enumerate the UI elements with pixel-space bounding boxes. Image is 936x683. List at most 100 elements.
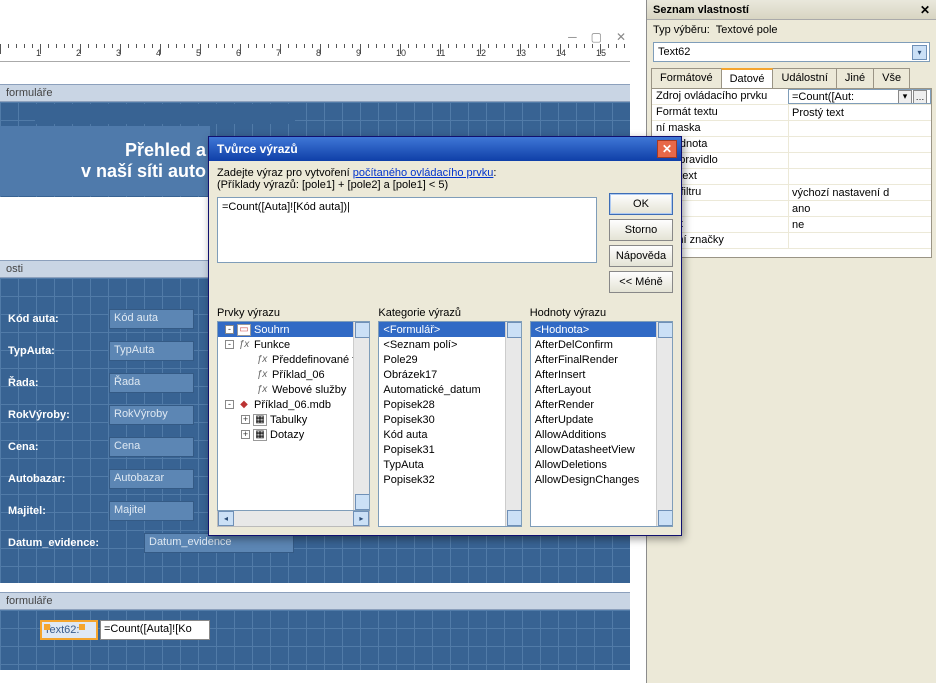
prop-value[interactable]: výchozí nastavení d <box>788 185 931 200</box>
property-row[interactable]: vací text <box>652 169 931 185</box>
property-row[interactable]: upnitano <box>652 201 931 217</box>
list-item[interactable]: Popisek32 <box>379 472 520 487</box>
less-button[interactable]: << Méně <box>609 271 673 293</box>
minimize-icon[interactable]: ─ <box>568 30 577 44</box>
prop-value[interactable]: ne <box>788 217 931 232</box>
list-item[interactable]: AllowDeletions <box>531 457 672 472</box>
selected-textbox-label[interactable]: Text62: <box>40 620 98 640</box>
function-icon: ƒx <box>237 339 251 351</box>
list-item[interactable]: TypAuta <box>379 457 520 472</box>
close-icon[interactable]: ✕ <box>616 30 626 44</box>
close-icon[interactable]: ✕ <box>920 3 930 17</box>
expression-textarea[interactable]: =Count([Auta]![Kód auta])| <box>217 197 597 263</box>
prop-value[interactable]: Prostý text <box>788 105 931 120</box>
list-item[interactable]: AllowDesignChanges <box>531 472 672 487</box>
values-list[interactable]: <Hodnota>AfterDelConfirmAfterFinalRender… <box>530 321 673 527</box>
help-button[interactable]: Nápověda <box>609 245 673 267</box>
property-grid[interactable]: Zdroj ovládacího prvku=Count([Aut:▾…Form… <box>651 88 932 258</box>
h-scrollbar[interactable]: ◂▸ <box>217 511 370 527</box>
prop-value[interactable] <box>788 121 931 136</box>
builder-icon[interactable]: … <box>913 90 927 104</box>
list-item[interactable]: AfterUpdate <box>531 412 672 427</box>
field-textbox[interactable]: RokVýroby <box>109 405 194 425</box>
list-item[interactable]: AfterInsert <box>531 367 672 382</box>
list-item[interactable]: <Seznam polí> <box>379 337 520 352</box>
field-textbox[interactable]: Autobazar <box>109 469 194 489</box>
tree-node[interactable]: -▭Souhrn <box>218 322 369 337</box>
form-footer-area[interactable]: Text62: =Count([Auta]![Ko <box>0 610 630 670</box>
list-item[interactable]: Kód auta <box>379 427 520 442</box>
restore-icon[interactable]: ▢ <box>591 30 602 44</box>
property-row[interactable]: vací pravidlo <box>652 153 931 169</box>
tab-událostní[interactable]: Událostní <box>772 68 836 88</box>
list-item[interactable]: AfterFinalRender <box>531 352 672 367</box>
list-item[interactable]: AllowDatasheetView <box>531 442 672 457</box>
tree-node[interactable]: ƒxPředdefinované fun <box>218 352 369 367</box>
tab-formátové[interactable]: Formátové <box>651 68 722 88</box>
ok-button[interactable]: OK <box>609 193 673 215</box>
object-selector[interactable]: Text62 ▾ <box>653 42 930 62</box>
list-item[interactable]: Pole29 <box>379 352 520 367</box>
list-item[interactable]: AfterLayout <box>531 382 672 397</box>
tree-node[interactable]: ƒxPříklad_06 <box>218 367 369 382</box>
calc-control-link[interactable]: počítaného ovládacího prvku <box>353 167 494 179</box>
list-item[interactable]: Automatické_datum <box>379 382 520 397</box>
property-row[interactable]: dání filtruvýchozí nastavení d <box>652 185 931 201</box>
list-item[interactable]: AllowAdditions <box>531 427 672 442</box>
tree-node[interactable]: -◆Příklad_06.mdb <box>218 397 369 412</box>
categories-list[interactable]: <Formulář><Seznam polí>Pole29Obrázek17Au… <box>378 321 521 527</box>
prop-value[interactable] <box>788 169 931 184</box>
tab-datové[interactable]: Datové <box>721 68 774 88</box>
tree-node[interactable]: +▦Tabulky <box>218 412 369 427</box>
scrollbar[interactable] <box>353 322 369 510</box>
list-item[interactable]: Popisek30 <box>379 412 520 427</box>
field-textbox[interactable]: Cena <box>109 437 194 457</box>
count-textbox[interactable]: =Count([Auta]![Ko <box>100 620 210 640</box>
scrollbar[interactable] <box>656 322 672 526</box>
expand-icon[interactable]: + <box>241 430 250 439</box>
elements-tree[interactable]: -▭Souhrn-ƒxFunkceƒxPředdefinované funƒxP… <box>217 321 370 511</box>
prop-value[interactable] <box>788 233 931 248</box>
section-form-footer[interactable]: formuláře <box>0 592 630 610</box>
section-form-header[interactable]: formuláře <box>0 84 630 102</box>
tree-node[interactable]: +▦Dotazy <box>218 427 369 442</box>
chevron-down-icon[interactable]: ▾ <box>912 45 927 60</box>
expression-builder-dialog: Tvůrce výrazů ✕ Zadejte výraz pro vytvoř… <box>208 136 682 536</box>
field-textbox[interactable]: Majitel <box>109 501 194 521</box>
property-row[interactable]: Formát textuProstý text <box>652 105 931 121</box>
list-item[interactable]: AfterDelConfirm <box>531 337 672 352</box>
field-textbox[interactable]: TypAuta <box>109 341 194 361</box>
expand-icon[interactable]: - <box>225 400 234 409</box>
tree-node[interactable]: -ƒxFunkce <box>218 337 369 352</box>
prop-value[interactable]: ano <box>788 201 931 216</box>
list-item[interactable]: <Formulář> <box>379 322 520 337</box>
list-item[interactable]: Obrázek17 <box>379 367 520 382</box>
tab-jiné[interactable]: Jiné <box>836 68 874 88</box>
list-item[interactable]: Popisek31 <box>379 442 520 457</box>
cancel-button[interactable]: Storno <box>609 219 673 241</box>
tab-vše[interactable]: Vše <box>873 68 910 88</box>
prop-value[interactable] <box>788 137 931 152</box>
prop-value[interactable]: =Count([Aut:▾… <box>788 89 931 104</box>
chevron-down-icon[interactable]: ▾ <box>898 90 912 104</box>
close-icon[interactable]: ✕ <box>657 140 677 158</box>
list-item[interactable]: AfterRender <box>531 397 672 412</box>
property-row[interactable]: knoutne <box>652 217 931 233</box>
list-item[interactable]: <Hodnota> <box>531 322 672 337</box>
field-textbox[interactable]: Řada <box>109 373 194 393</box>
field-textbox[interactable]: Kód auta <box>109 309 194 329</box>
property-row[interactable]: gentní značky <box>652 233 931 249</box>
tree-node[interactable]: ƒxWebové služby <box>218 382 369 397</box>
expand-icon[interactable]: + <box>241 415 250 424</box>
expand-icon[interactable]: - <box>225 325 234 334</box>
function-icon: ƒx <box>255 384 269 396</box>
list-item[interactable]: Popisek28 <box>379 397 520 412</box>
dialog-titlebar[interactable]: Tvůrce výrazů ✕ <box>209 137 681 161</box>
scrollbar[interactable] <box>505 322 521 526</box>
property-row[interactable]: zí hodnota <box>652 137 931 153</box>
prop-value[interactable] <box>788 153 931 168</box>
property-row[interactable]: ní maska <box>652 121 931 137</box>
property-row[interactable]: Zdroj ovládacího prvku=Count([Aut:▾… <box>652 89 931 105</box>
field-textbox[interactable]: Datum_evidence <box>144 533 294 553</box>
expand-icon[interactable]: - <box>225 340 234 349</box>
